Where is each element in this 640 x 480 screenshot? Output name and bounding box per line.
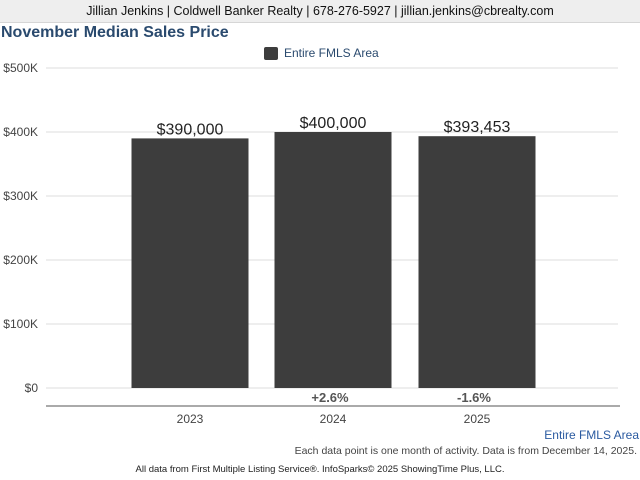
x-tick-label: 2023	[177, 412, 204, 426]
x-tick-label: 2025	[464, 412, 491, 426]
y-tick-label: $0	[25, 381, 39, 395]
x-tick-label: 2024	[320, 412, 347, 426]
data-label: $400,000	[300, 115, 367, 132]
header-contact-text: Jillian Jenkins | Coldwell Banker Realty…	[86, 4, 554, 18]
legend-swatch	[264, 46, 278, 60]
header-contact-bar: Jillian Jenkins | Coldwell Banker Realty…	[0, 0, 640, 23]
data-label: $390,000	[157, 121, 224, 138]
y-tick-label: $300K	[3, 189, 38, 203]
bar[interactable]	[274, 132, 392, 388]
bar[interactable]	[131, 138, 249, 388]
y-tick-label: $500K	[3, 61, 38, 75]
change-label: -1.6%	[457, 390, 491, 405]
bar[interactable]	[418, 136, 536, 388]
change-label: +2.6%	[311, 390, 349, 405]
chart-title: November Median Sales Price	[1, 24, 229, 41]
footer-area-label[interactable]: Entire FMLS Area	[544, 428, 639, 442]
chart-legend[interactable]: Entire FMLS Area	[264, 46, 379, 60]
y-tick-label: $400K	[3, 125, 38, 139]
y-tick-label: $100K	[3, 317, 38, 331]
y-tick-label: $200K	[3, 253, 38, 267]
legend-label: Entire FMLS Area	[284, 46, 379, 60]
footer-source: All data from First Multiple Listing Ser…	[135, 464, 505, 475]
data-label: $393,453	[444, 119, 511, 136]
footer-note: Each data point is one month of activity…	[294, 445, 637, 457]
